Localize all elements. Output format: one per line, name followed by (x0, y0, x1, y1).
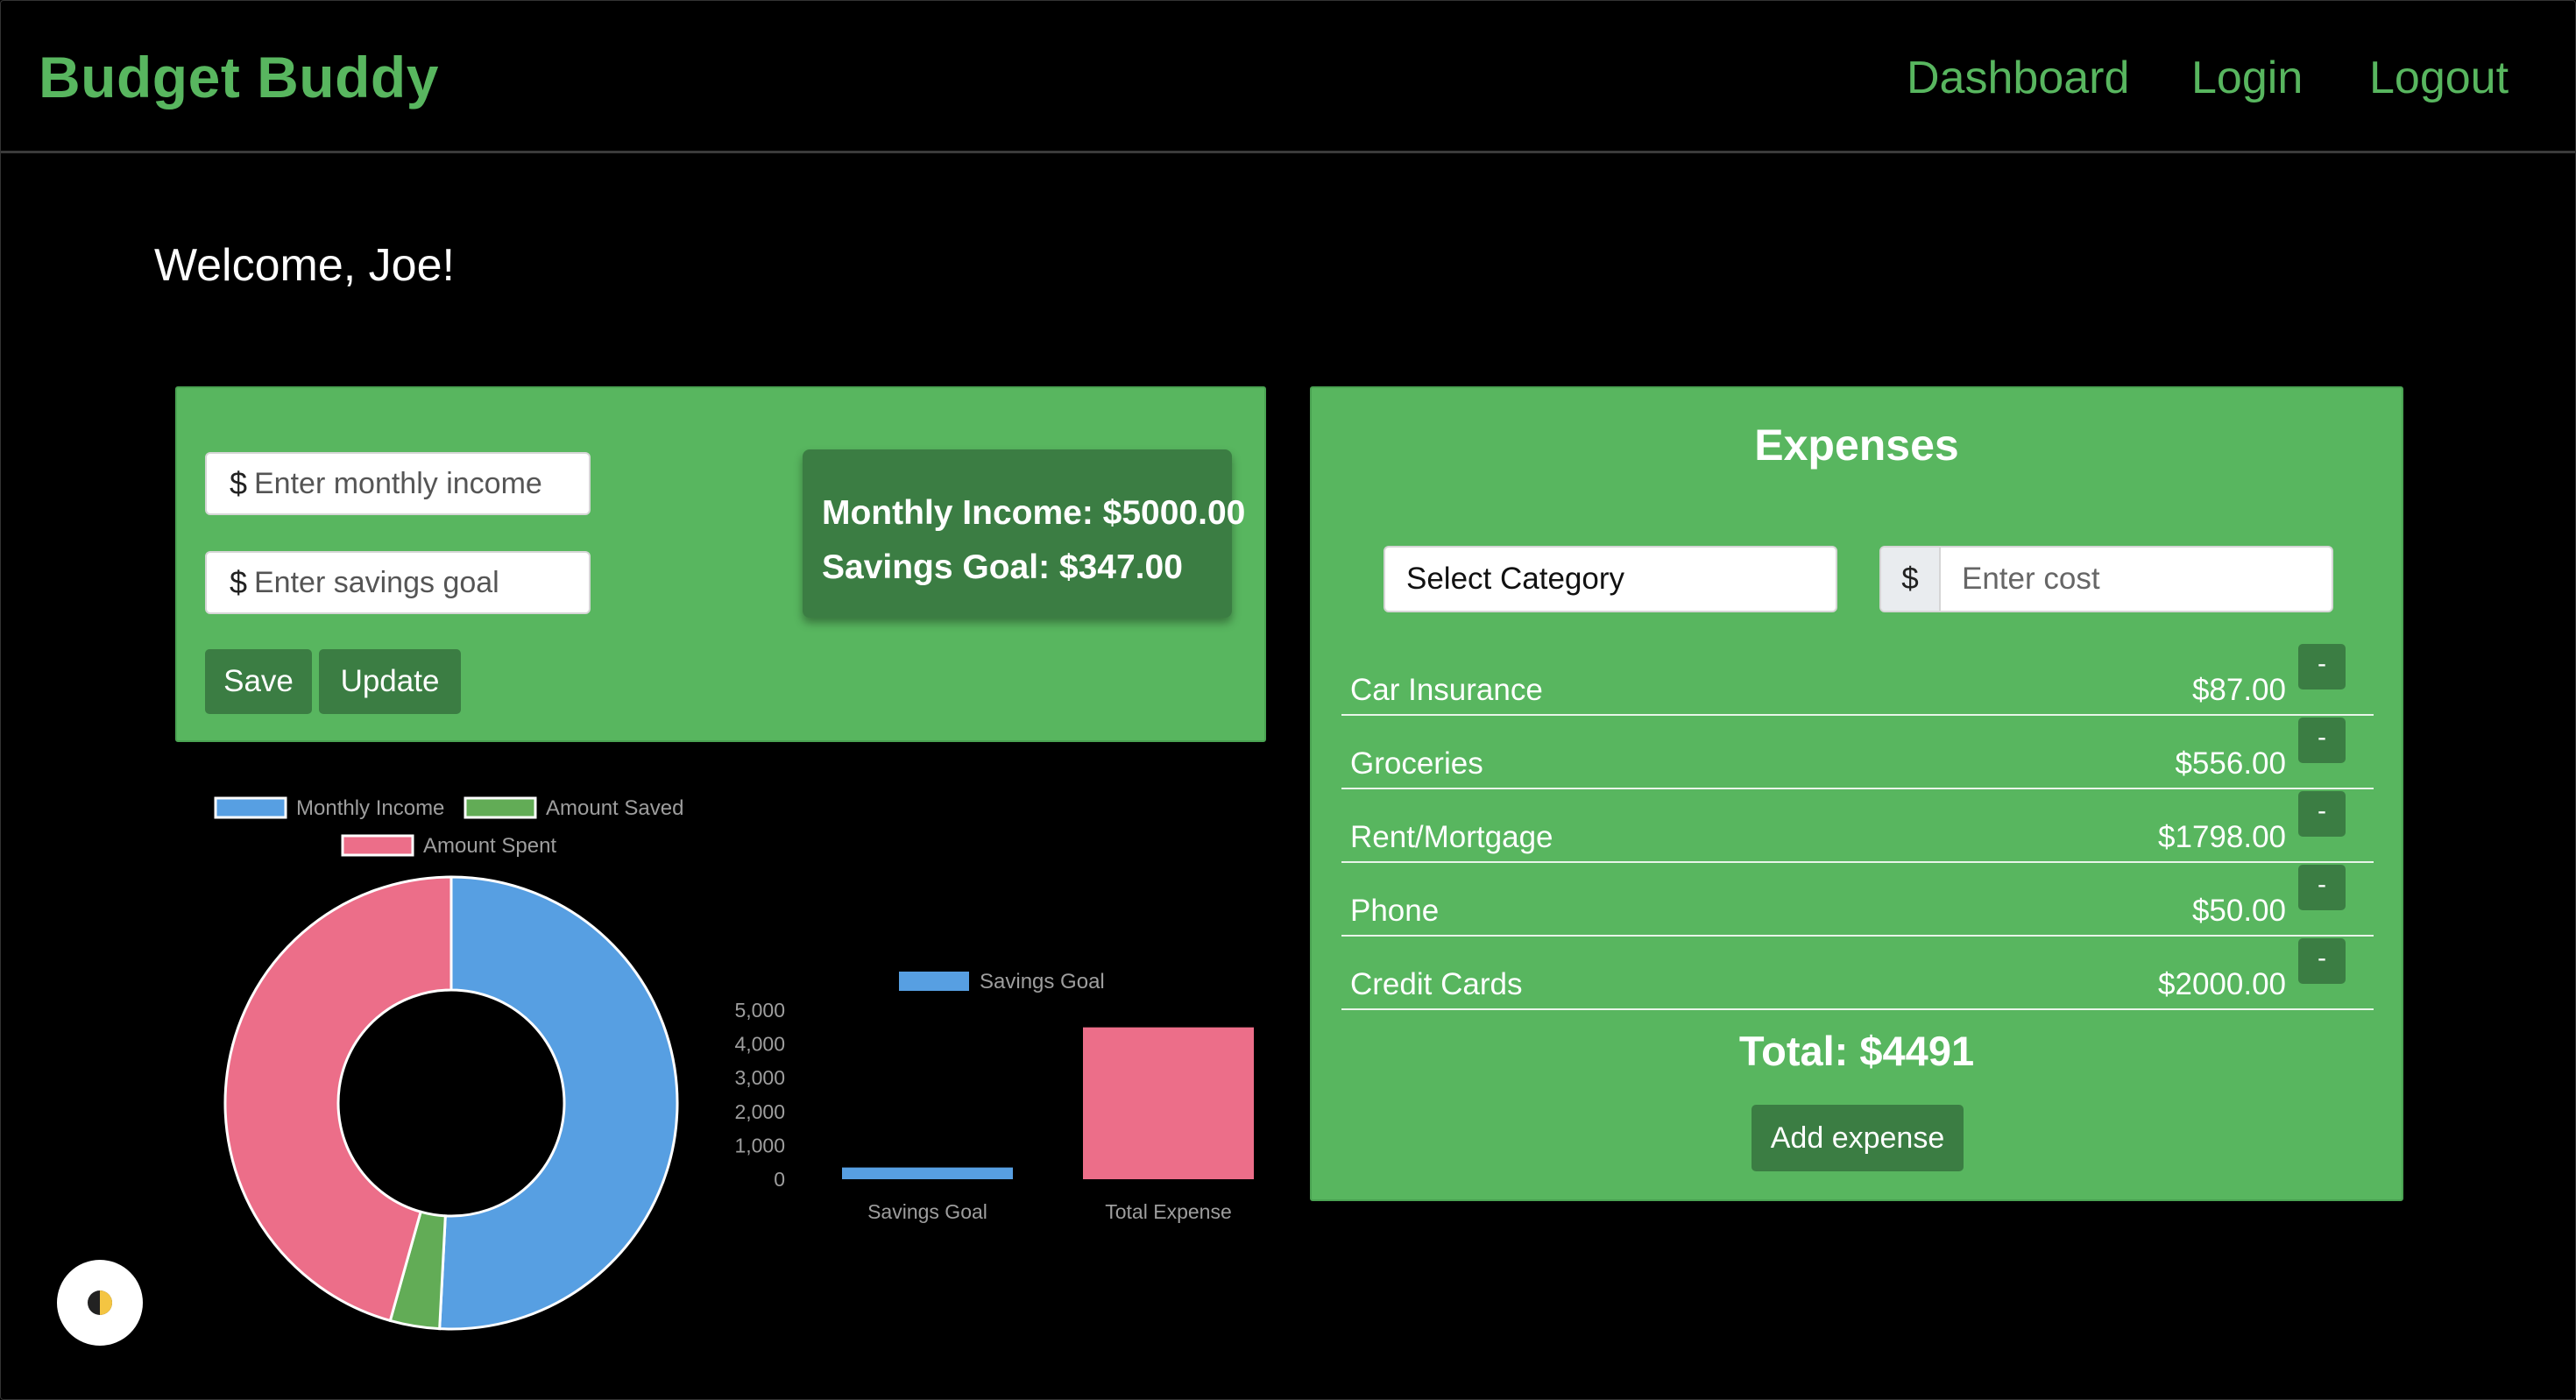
expense-amount: $2000.00 (2158, 967, 2286, 1001)
income-card: $ $ Save Update Monthly Income: $5000.00… (175, 386, 1266, 742)
expenses-card: Expenses Select Category $ Car Insurance… (1310, 386, 2403, 1201)
cost-input[interactable] (1941, 548, 2314, 611)
expense-name: Groceries (1350, 746, 1483, 781)
remove-expense-button[interactable]: - (2298, 718, 2346, 763)
expense-name: Credit Cards (1350, 967, 1523, 1001)
remove-expense-button[interactable]: - (2298, 791, 2346, 837)
half-moon-icon (88, 1290, 112, 1315)
currency-prefix: $ (229, 465, 247, 501)
x-tick-label: Total Expense (1105, 1200, 1231, 1223)
brand-logo[interactable]: Budget Buddy (39, 45, 439, 110)
legend-label[interactable]: Monthly Income (296, 796, 444, 820)
y-tick-label: 3,000 (734, 1066, 785, 1089)
legend-swatch[interactable] (899, 972, 969, 991)
row-divider (1341, 1008, 2374, 1010)
nav-login-link[interactable]: Login (2191, 53, 2304, 103)
y-tick-label: 2,000 (734, 1100, 785, 1123)
doughnut-chart: Monthly Income Amount Saved Amount Spent (214, 796, 683, 1331)
expense-row: Rent/Mortgage $1798.00 - (1341, 789, 2374, 863)
remove-expense-button[interactable]: - (2298, 644, 2346, 689)
row-divider (1341, 861, 2374, 863)
cost-input-group: $ (1879, 546, 2333, 612)
savings-goal-group: $ (205, 551, 591, 614)
expense-row: Credit Cards $2000.00 - (1341, 937, 2374, 1010)
monthly-income-group: $ (205, 452, 591, 515)
y-tick-label: 4,000 (734, 1033, 785, 1056)
savings-goal-summary: Savings Goal: $347.00 (822, 548, 1183, 586)
row-divider (1341, 788, 2374, 789)
x-tick-label: Savings Goal (867, 1200, 987, 1223)
remove-expense-button[interactable]: - (2298, 938, 2346, 984)
add-expense-button[interactable]: Add expense (1752, 1105, 1964, 1171)
expense-row: Car Insurance $87.00 - (1341, 642, 2374, 716)
expense-name: Phone (1350, 894, 1440, 928)
y-tick-label: 1,000 (734, 1134, 785, 1156)
category-select[interactable]: Select Category (1384, 546, 1837, 612)
theme-toggle-button[interactable] (57, 1260, 143, 1346)
expense-row: Phone $50.00 - (1341, 863, 2374, 937)
expense-name: Rent/Mortgage (1350, 820, 1553, 854)
row-divider (1341, 714, 2374, 716)
currency-prefix: $ (229, 564, 247, 600)
expense-amount: $556.00 (2175, 746, 2286, 781)
y-tick-label: 5,000 (734, 999, 785, 1022)
welcome-heading: Welcome, Joe! (154, 240, 455, 291)
doughnut-slice[interactable] (438, 875, 679, 1331)
row-divider (1341, 935, 2374, 937)
legend-swatch[interactable] (341, 834, 414, 857)
bar[interactable] (1083, 1027, 1254, 1179)
income-summary-box: Monthly Income: $5000.00 Savings Goal: $… (803, 449, 1246, 618)
expense-name: Car Insurance (1350, 673, 1543, 707)
monthly-income-summary: Monthly Income: $5000.00 (822, 494, 1246, 532)
legend-swatch[interactable] (214, 796, 287, 819)
expense-amount: $87.00 (2191, 673, 2286, 707)
nav-dashboard-link[interactable]: Dashboard (1907, 53, 2130, 103)
nav-logout-link[interactable]: Logout (2369, 53, 2509, 103)
legend-swatch[interactable] (464, 796, 537, 819)
remove-expense-button[interactable]: - (2298, 865, 2346, 910)
savings-goal-input[interactable] (254, 565, 570, 600)
expense-amount: $1798.00 (2158, 820, 2286, 854)
bar[interactable] (842, 1167, 1013, 1179)
save-button[interactable]: Save (205, 649, 312, 714)
expenses-total: Total: $4491 (1738, 1028, 1975, 1074)
currency-prefix: $ (1881, 548, 1941, 611)
navbar: Budget Buddy Dashboard Login Logout (1, 1, 2575, 153)
bar-chart: Savings Goal 0 1,000 2,000 3,000 4,000 5,000 Sa… (734, 970, 1254, 1223)
legend-label[interactable]: Amount Saved (546, 796, 683, 820)
doughnut-slice[interactable] (223, 875, 453, 1323)
legend-label[interactable]: Savings Goal (980, 970, 1105, 993)
expense-row: Groceries $556.00 - (1341, 716, 2374, 789)
expenses-title: Expenses (1754, 421, 1959, 470)
legend-label[interactable]: Amount Spent (423, 834, 556, 858)
update-button[interactable]: Update (319, 649, 461, 714)
y-tick-label: 0 (774, 1168, 785, 1191)
expense-amount: $50.00 (2191, 894, 2286, 928)
monthly-income-input[interactable] (254, 466, 570, 501)
